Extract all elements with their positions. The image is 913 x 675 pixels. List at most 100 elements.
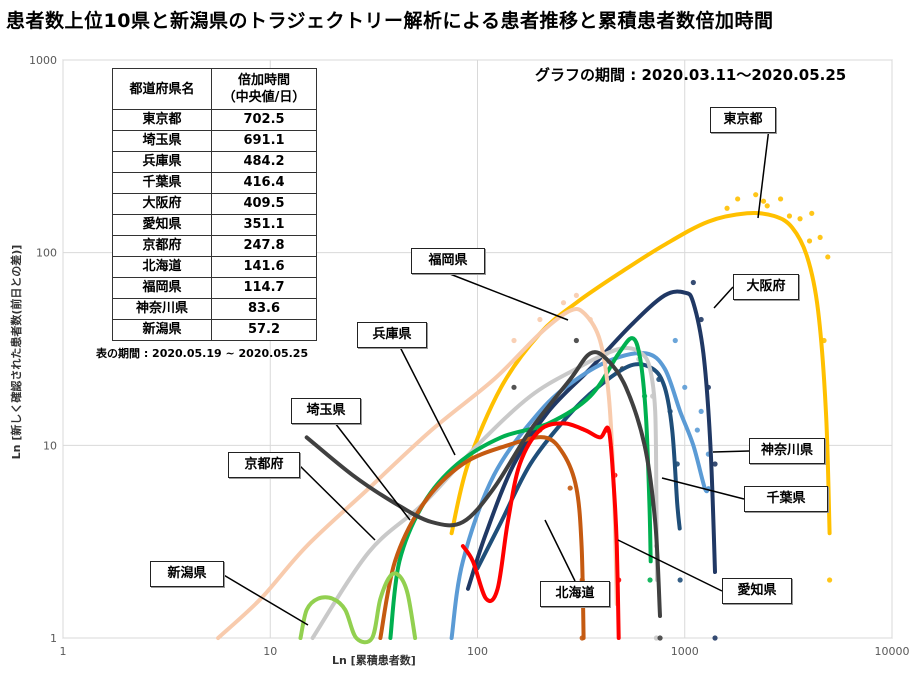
table-row: 新潟県 57.2 bbox=[112, 319, 317, 341]
series-line-8 bbox=[304, 350, 662, 618]
scatter-point bbox=[573, 337, 579, 344]
scatter-point bbox=[690, 279, 696, 286]
series-callout: 東京都 bbox=[710, 107, 776, 133]
table-row: 京都府 247.8 bbox=[112, 235, 317, 257]
y-tick-label: 1000 bbox=[29, 54, 57, 67]
table-cell-doubling-time: 691.1 bbox=[211, 130, 317, 152]
table-row: 千葉県 416.4 bbox=[112, 172, 317, 194]
callout-leader-line bbox=[297, 463, 376, 541]
table-cell-prefecture: 北海道 bbox=[112, 256, 212, 278]
table-row: 大阪府 409.5 bbox=[112, 193, 317, 215]
scatter-point bbox=[724, 205, 730, 211]
scatter-point bbox=[753, 192, 759, 198]
scatter-point bbox=[511, 384, 517, 390]
scatter-point bbox=[817, 234, 823, 241]
scatter-point bbox=[827, 577, 833, 583]
table-row: 兵庫県 484.2 bbox=[112, 151, 317, 173]
x-tick-label: 1 bbox=[60, 645, 67, 658]
series-line-1 bbox=[466, 289, 717, 591]
table-cell-prefecture: 東京都 bbox=[112, 109, 212, 131]
series-callout: 大阪府 bbox=[733, 274, 799, 300]
scatter-point bbox=[712, 461, 718, 467]
callout-leader-line bbox=[399, 346, 456, 456]
callout-leader-line bbox=[713, 286, 734, 309]
scatter-point bbox=[786, 213, 793, 219]
table-cell-prefecture: 大阪府 bbox=[112, 193, 212, 215]
scatter-point bbox=[764, 203, 770, 209]
y-axis-label: Ln [新しく確認された患者数(前日との差)] bbox=[10, 244, 23, 460]
scatter-point bbox=[672, 337, 678, 344]
table-cell-prefecture: 埼玉県 bbox=[112, 130, 212, 152]
series-line-6 bbox=[216, 307, 619, 640]
table-cell-prefecture: 愛知県 bbox=[112, 214, 212, 236]
y-tick-label: 100 bbox=[36, 247, 57, 260]
table-cell-prefecture: 神奈川県 bbox=[112, 298, 212, 320]
series-line-9 bbox=[460, 421, 621, 640]
scatter-point bbox=[677, 577, 683, 583]
table-header-doubling-time: 倍加時間 （中央値/日） bbox=[211, 68, 317, 110]
x-tick-label: 100 bbox=[467, 645, 488, 658]
scatter-point bbox=[653, 635, 660, 641]
table-cell-prefecture: 京都府 bbox=[112, 235, 212, 257]
table-header-prefecture: 都道府県名 bbox=[112, 68, 212, 110]
table-row: 神奈川県 83.6 bbox=[112, 298, 317, 320]
table-row: 福岡県 114.7 bbox=[112, 277, 317, 299]
table-cell-doubling-time: 702.5 bbox=[211, 109, 317, 131]
scatter-point bbox=[797, 216, 803, 222]
callout-leader-line bbox=[712, 450, 750, 453]
doubling-time-table-wrap: 都道府県名 倍加時間 （中央値/日） 東京都 702.5 埼玉県 691.1 兵庫県 484… bbox=[112, 68, 317, 341]
scatter-point bbox=[573, 292, 579, 299]
callout-leader-line bbox=[661, 477, 745, 500]
table-row: 埼玉県 691.1 bbox=[112, 130, 317, 152]
series-callout: 京都府 bbox=[228, 452, 300, 478]
callout-leader-line bbox=[617, 539, 723, 592]
table-cell-doubling-time: 351.1 bbox=[211, 214, 317, 236]
table-cell-prefecture: 兵庫県 bbox=[112, 151, 212, 173]
scatter-point bbox=[694, 427, 700, 433]
scatter-point bbox=[682, 384, 688, 390]
scatter-point bbox=[511, 337, 517, 344]
table-cell-doubling-time: 416.4 bbox=[211, 172, 317, 194]
scatter-point bbox=[777, 196, 784, 202]
table-cell-prefecture: 千葉県 bbox=[112, 172, 212, 194]
table-cell-prefecture: 福岡県 bbox=[112, 277, 212, 299]
doubling-time-table: 都道府県名 倍加時間 （中央値/日） 東京都 702.5 埼玉県 691.1 兵庫県 484… bbox=[112, 68, 317, 341]
series-callout: 埼玉県 bbox=[291, 398, 361, 424]
callout-leader-line bbox=[221, 573, 309, 626]
table-cell-doubling-time: 83.6 bbox=[211, 298, 317, 320]
callout-leader-line bbox=[449, 273, 569, 321]
y-tick-label: 1 bbox=[50, 632, 57, 645]
table-period-note: 表の期間 : 2020.05.19 ~ 2020.05.25 bbox=[96, 347, 309, 360]
scatter-point bbox=[806, 238, 813, 244]
series-line-5 bbox=[388, 336, 653, 640]
series-callout: 神奈川県 bbox=[749, 438, 825, 464]
table-cell-doubling-time: 409.5 bbox=[211, 193, 317, 215]
series-callout: 新潟県 bbox=[150, 561, 224, 587]
series-line-7 bbox=[378, 435, 586, 640]
x-axis-label: Ln [累積患者数] bbox=[332, 654, 416, 667]
series-callout: 北海道 bbox=[540, 581, 610, 607]
scatter-point bbox=[735, 196, 741, 202]
table-cell-doubling-time: 247.8 bbox=[211, 235, 317, 257]
table-cell-doubling-time: 484.2 bbox=[211, 151, 317, 173]
y-tick-label: 10 bbox=[43, 439, 57, 452]
series-callout: 愛知県 bbox=[722, 578, 792, 604]
table-row: 愛知県 351.1 bbox=[112, 214, 317, 236]
series-callout: 兵庫県 bbox=[357, 322, 427, 348]
scatter-point bbox=[657, 635, 663, 641]
chart-title: 患者数上位10県と新潟県のトラジェクトリー解析による患者推移と累積患者数倍加時間 bbox=[6, 10, 774, 32]
callout-leader-line bbox=[334, 422, 411, 521]
table-cell-prefecture: 新潟県 bbox=[112, 319, 212, 341]
line-layer bbox=[216, 211, 832, 645]
series-callout: 千葉県 bbox=[744, 486, 828, 512]
series-callout: 福岡県 bbox=[411, 248, 485, 274]
scatter-point bbox=[760, 198, 767, 204]
scatter-point bbox=[809, 210, 815, 216]
table-cell-doubling-time: 57.2 bbox=[211, 319, 317, 341]
scatter-point bbox=[712, 635, 718, 641]
series-line-3 bbox=[475, 362, 682, 571]
x-tick-label: 10 bbox=[263, 645, 277, 658]
scatter-point bbox=[698, 408, 704, 415]
tick-layer: 1 10 100 1000 10000 1 10 100 1000 bbox=[29, 54, 910, 658]
